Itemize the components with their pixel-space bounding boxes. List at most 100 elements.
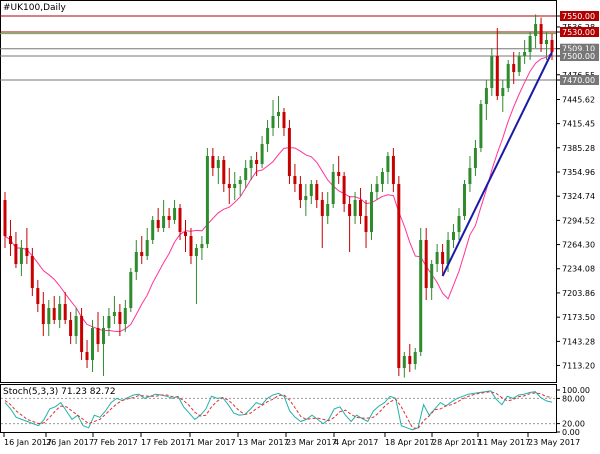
candle-body <box>255 160 259 164</box>
time-tick-label: 23 Mar 2017 <box>286 438 337 447</box>
moving-average <box>4 52 553 333</box>
stoch-signal-line <box>4 391 553 430</box>
candle-body <box>391 156 395 184</box>
candle-body <box>233 184 237 188</box>
candle-body <box>178 208 182 232</box>
candle-body <box>69 320 73 336</box>
candle-body <box>424 240 428 288</box>
candle-body <box>156 220 160 228</box>
candle-body <box>271 116 275 128</box>
candle-body <box>473 148 477 168</box>
price-level-label: 7509.10 <box>562 45 595 54</box>
candle-body <box>315 184 319 200</box>
candle-body <box>194 248 198 256</box>
time-tick-label: 28 Apr 2017 <box>432 438 481 447</box>
candle-body <box>189 236 193 256</box>
candle-body <box>304 196 308 200</box>
candle-body <box>41 304 45 324</box>
candle-body <box>534 24 538 36</box>
candle-body <box>151 220 155 240</box>
candle-body <box>260 144 264 164</box>
candle-body <box>200 244 204 248</box>
price-tick-label: 7324.74 <box>562 192 595 201</box>
candle-body <box>298 184 302 200</box>
price-axis: 7550.007536.287530.007509.107500.007476.… <box>556 11 599 370</box>
candle-body <box>375 184 379 192</box>
candle-body <box>162 216 166 228</box>
time-tick-label: 1 Mar 2017 <box>190 438 236 447</box>
candle-body <box>517 56 521 72</box>
candle-body <box>430 264 434 288</box>
candle-body <box>309 184 313 196</box>
candle-body <box>102 328 105 344</box>
price-level-label: 7530.00 <box>562 28 595 37</box>
candle-body <box>364 216 368 232</box>
candle-body <box>550 40 554 52</box>
candle-body <box>545 40 548 44</box>
symbol-title: #UK100,Daily <box>3 3 66 13</box>
candle-body <box>479 104 483 148</box>
candle-body <box>107 316 111 328</box>
candle-body <box>205 156 209 244</box>
candle-body <box>30 256 34 288</box>
price-tick-label: 7385.28 <box>562 144 595 153</box>
candle-body <box>495 56 499 96</box>
time-tick-label: 13 Mar 2017 <box>238 438 289 447</box>
candle-body <box>112 312 116 316</box>
level-lines <box>0 15 556 81</box>
price-tick-label: 7415.45 <box>562 120 595 129</box>
candle-body <box>3 200 7 236</box>
trendline[interactable] <box>441 51 553 277</box>
candle-body <box>216 160 220 168</box>
candle-body <box>173 208 177 220</box>
price-level-tag <box>560 11 599 21</box>
candle-body <box>413 352 417 364</box>
candle-body <box>512 64 516 72</box>
candle-body <box>140 252 144 256</box>
price-tick-label: 7264.30 <box>562 241 595 250</box>
candle-body <box>468 168 472 184</box>
candle-body <box>506 64 510 88</box>
candle-body <box>96 328 100 344</box>
candle-body <box>331 172 335 204</box>
time-tick-label: 18 Apr 2017 <box>385 438 434 447</box>
candle-body <box>134 252 138 272</box>
candle-body <box>402 356 406 368</box>
candle-body <box>435 252 439 264</box>
candle-body <box>238 180 242 184</box>
time-tick-label: 4 Apr 2017 <box>334 438 378 447</box>
stoch-title: Stoch(5,3,3) 71.23 82.72 <box>3 387 116 397</box>
stoch-tick-label: 20.00 <box>562 420 585 429</box>
candle-body <box>85 352 89 360</box>
time-tick-label: 7 Feb 2017 <box>93 438 138 447</box>
candle-body <box>19 248 23 264</box>
candle-body <box>145 240 149 256</box>
candle-body <box>463 184 466 216</box>
candle-body <box>528 36 532 52</box>
candle-body <box>222 160 226 184</box>
candle-body <box>441 252 445 264</box>
stoch-tick-label: 80.00 <box>562 394 585 403</box>
candle-body <box>457 216 461 232</box>
time-tick-label: 26 Jan 2017 <box>46 438 94 447</box>
candle-body <box>386 156 390 172</box>
candle-body <box>63 304 67 320</box>
candle-body <box>353 200 357 216</box>
price-tick-label: 7354.96 <box>562 168 595 177</box>
candle-body <box>452 232 455 240</box>
candle-body <box>9 236 12 244</box>
price-level-tag <box>560 75 599 85</box>
candle-body <box>266 128 270 144</box>
price-tick-label: 7143.28 <box>562 337 595 346</box>
candle-body <box>282 112 286 128</box>
candle-body <box>326 204 330 216</box>
candles <box>3 14 554 378</box>
candle-body <box>74 316 78 336</box>
candle-body <box>36 288 40 304</box>
candle-body <box>47 308 51 324</box>
candle-body <box>320 200 324 216</box>
candle-body <box>342 176 346 204</box>
